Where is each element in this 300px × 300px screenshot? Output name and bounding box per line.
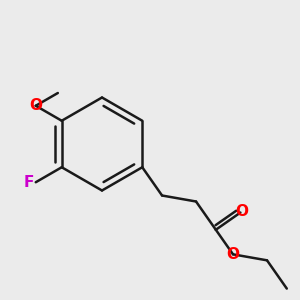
Text: F: F — [24, 175, 34, 190]
Text: O: O — [29, 98, 42, 113]
Text: O: O — [236, 204, 248, 219]
Text: O: O — [226, 247, 239, 262]
